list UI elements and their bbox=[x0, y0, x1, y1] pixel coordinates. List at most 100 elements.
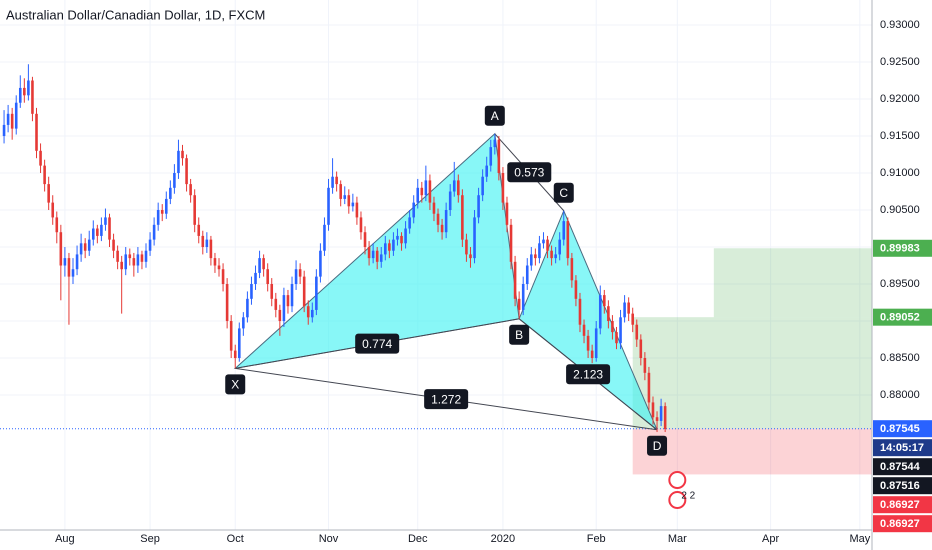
target-zone bbox=[632, 317, 872, 429]
candle-body bbox=[258, 258, 261, 273]
candle-body bbox=[27, 80, 30, 96]
candle-body bbox=[43, 165, 46, 185]
price-label-box bbox=[873, 458, 932, 476]
position-tool[interactable] bbox=[0, 248, 872, 475]
ratio-label-box bbox=[424, 389, 469, 410]
candle-body bbox=[23, 87, 26, 96]
candle-body bbox=[132, 258, 136, 266]
candle-body bbox=[477, 195, 480, 218]
candle-body bbox=[473, 217, 476, 259]
candle-body bbox=[392, 239, 395, 251]
y-tick-label: 0.92000 bbox=[880, 93, 920, 105]
price-label-box bbox=[873, 308, 932, 326]
point-label: A bbox=[491, 109, 499, 123]
y-tick-label: 0.92500 bbox=[880, 56, 920, 68]
candle-body bbox=[428, 180, 432, 203]
candle-body bbox=[306, 306, 310, 318]
candle-body bbox=[233, 350, 237, 359]
candle-body bbox=[404, 228, 407, 244]
candle-body bbox=[525, 265, 529, 285]
point-label: D bbox=[653, 439, 662, 453]
candle-body bbox=[18, 87, 22, 103]
candle-body bbox=[254, 272, 257, 285]
candle-body bbox=[436, 213, 440, 225]
candle-body bbox=[558, 239, 562, 255]
point-label-box bbox=[647, 435, 668, 456]
candle-body bbox=[282, 295, 286, 322]
candle-body bbox=[185, 158, 188, 185]
event-count: 2 2 bbox=[681, 491, 695, 502]
candle-body bbox=[270, 284, 274, 299]
candle-body bbox=[367, 247, 371, 259]
candle-body bbox=[643, 358, 647, 373]
event-icon[interactable] bbox=[668, 491, 687, 509]
candle-body bbox=[384, 243, 387, 255]
x-tick-label: Oct bbox=[227, 533, 244, 545]
countdown-box bbox=[873, 439, 932, 457]
y-tick-label: 0.88500 bbox=[880, 352, 920, 364]
candles bbox=[2, 64, 667, 433]
candle-body bbox=[493, 139, 497, 148]
candle-body bbox=[497, 139, 501, 174]
candle-body bbox=[35, 113, 38, 151]
candle-body bbox=[120, 261, 123, 270]
candle-body bbox=[229, 321, 233, 351]
candle-body bbox=[173, 173, 176, 188]
candle-body bbox=[598, 295, 602, 329]
candle-body bbox=[489, 147, 493, 166]
candle-body bbox=[416, 187, 420, 203]
price-label-box bbox=[873, 239, 932, 257]
candle-body bbox=[201, 235, 205, 248]
candle-body bbox=[164, 198, 168, 214]
chart-title: Australian Dollar/Canadian Dollar, 1D, F… bbox=[6, 7, 265, 22]
candle-body bbox=[221, 269, 225, 285]
candle-body bbox=[59, 232, 63, 266]
candle-body bbox=[375, 250, 379, 262]
candle-body bbox=[55, 217, 59, 233]
point-label-box bbox=[509, 324, 530, 345]
candle-body bbox=[193, 195, 196, 225]
candle-body bbox=[347, 195, 351, 207]
candle-body bbox=[242, 317, 245, 329]
candle-body bbox=[51, 202, 55, 218]
ratio-label: 0.573 bbox=[514, 165, 544, 179]
candle-body bbox=[181, 150, 184, 159]
candle-body bbox=[538, 243, 541, 259]
candle-body bbox=[590, 350, 594, 359]
candle-body bbox=[359, 217, 363, 233]
candle-body bbox=[217, 265, 221, 270]
y-tick-label: 0.90500 bbox=[880, 204, 920, 216]
candle-body bbox=[363, 232, 367, 248]
candle-body bbox=[424, 180, 428, 196]
candle-body bbox=[412, 202, 415, 218]
candle-body bbox=[213, 258, 217, 266]
candle-body bbox=[485, 165, 488, 177]
x-tick-label: Feb bbox=[587, 533, 606, 545]
price-label: 0.87545 bbox=[880, 423, 920, 435]
candle-body bbox=[294, 269, 298, 285]
y-tick-label: 0.91000 bbox=[880, 167, 920, 179]
price-label: 0.89052 bbox=[880, 312, 920, 324]
candle-body bbox=[461, 195, 464, 240]
price-label: 0.87544 bbox=[880, 461, 921, 473]
candle-body bbox=[327, 187, 330, 225]
candle-body bbox=[83, 243, 87, 251]
candle-body bbox=[586, 335, 590, 351]
candle-body bbox=[104, 217, 107, 225]
event-icon[interactable] bbox=[668, 471, 687, 489]
point-label: X bbox=[231, 378, 239, 392]
candle-body bbox=[319, 250, 322, 277]
candle-body bbox=[189, 184, 192, 196]
candle-body bbox=[108, 217, 111, 240]
point-label-box bbox=[225, 374, 246, 395]
candle-body bbox=[440, 224, 444, 233]
ratio-label: 2.123 bbox=[573, 367, 603, 381]
candle-body bbox=[310, 309, 314, 318]
candle-body bbox=[205, 239, 209, 248]
candle-body bbox=[603, 295, 606, 307]
y-tick-label: 0.91500 bbox=[880, 130, 920, 142]
candle-body bbox=[246, 298, 249, 318]
candle-body bbox=[274, 298, 278, 310]
candle-body bbox=[302, 276, 306, 307]
candle-body bbox=[237, 328, 241, 359]
